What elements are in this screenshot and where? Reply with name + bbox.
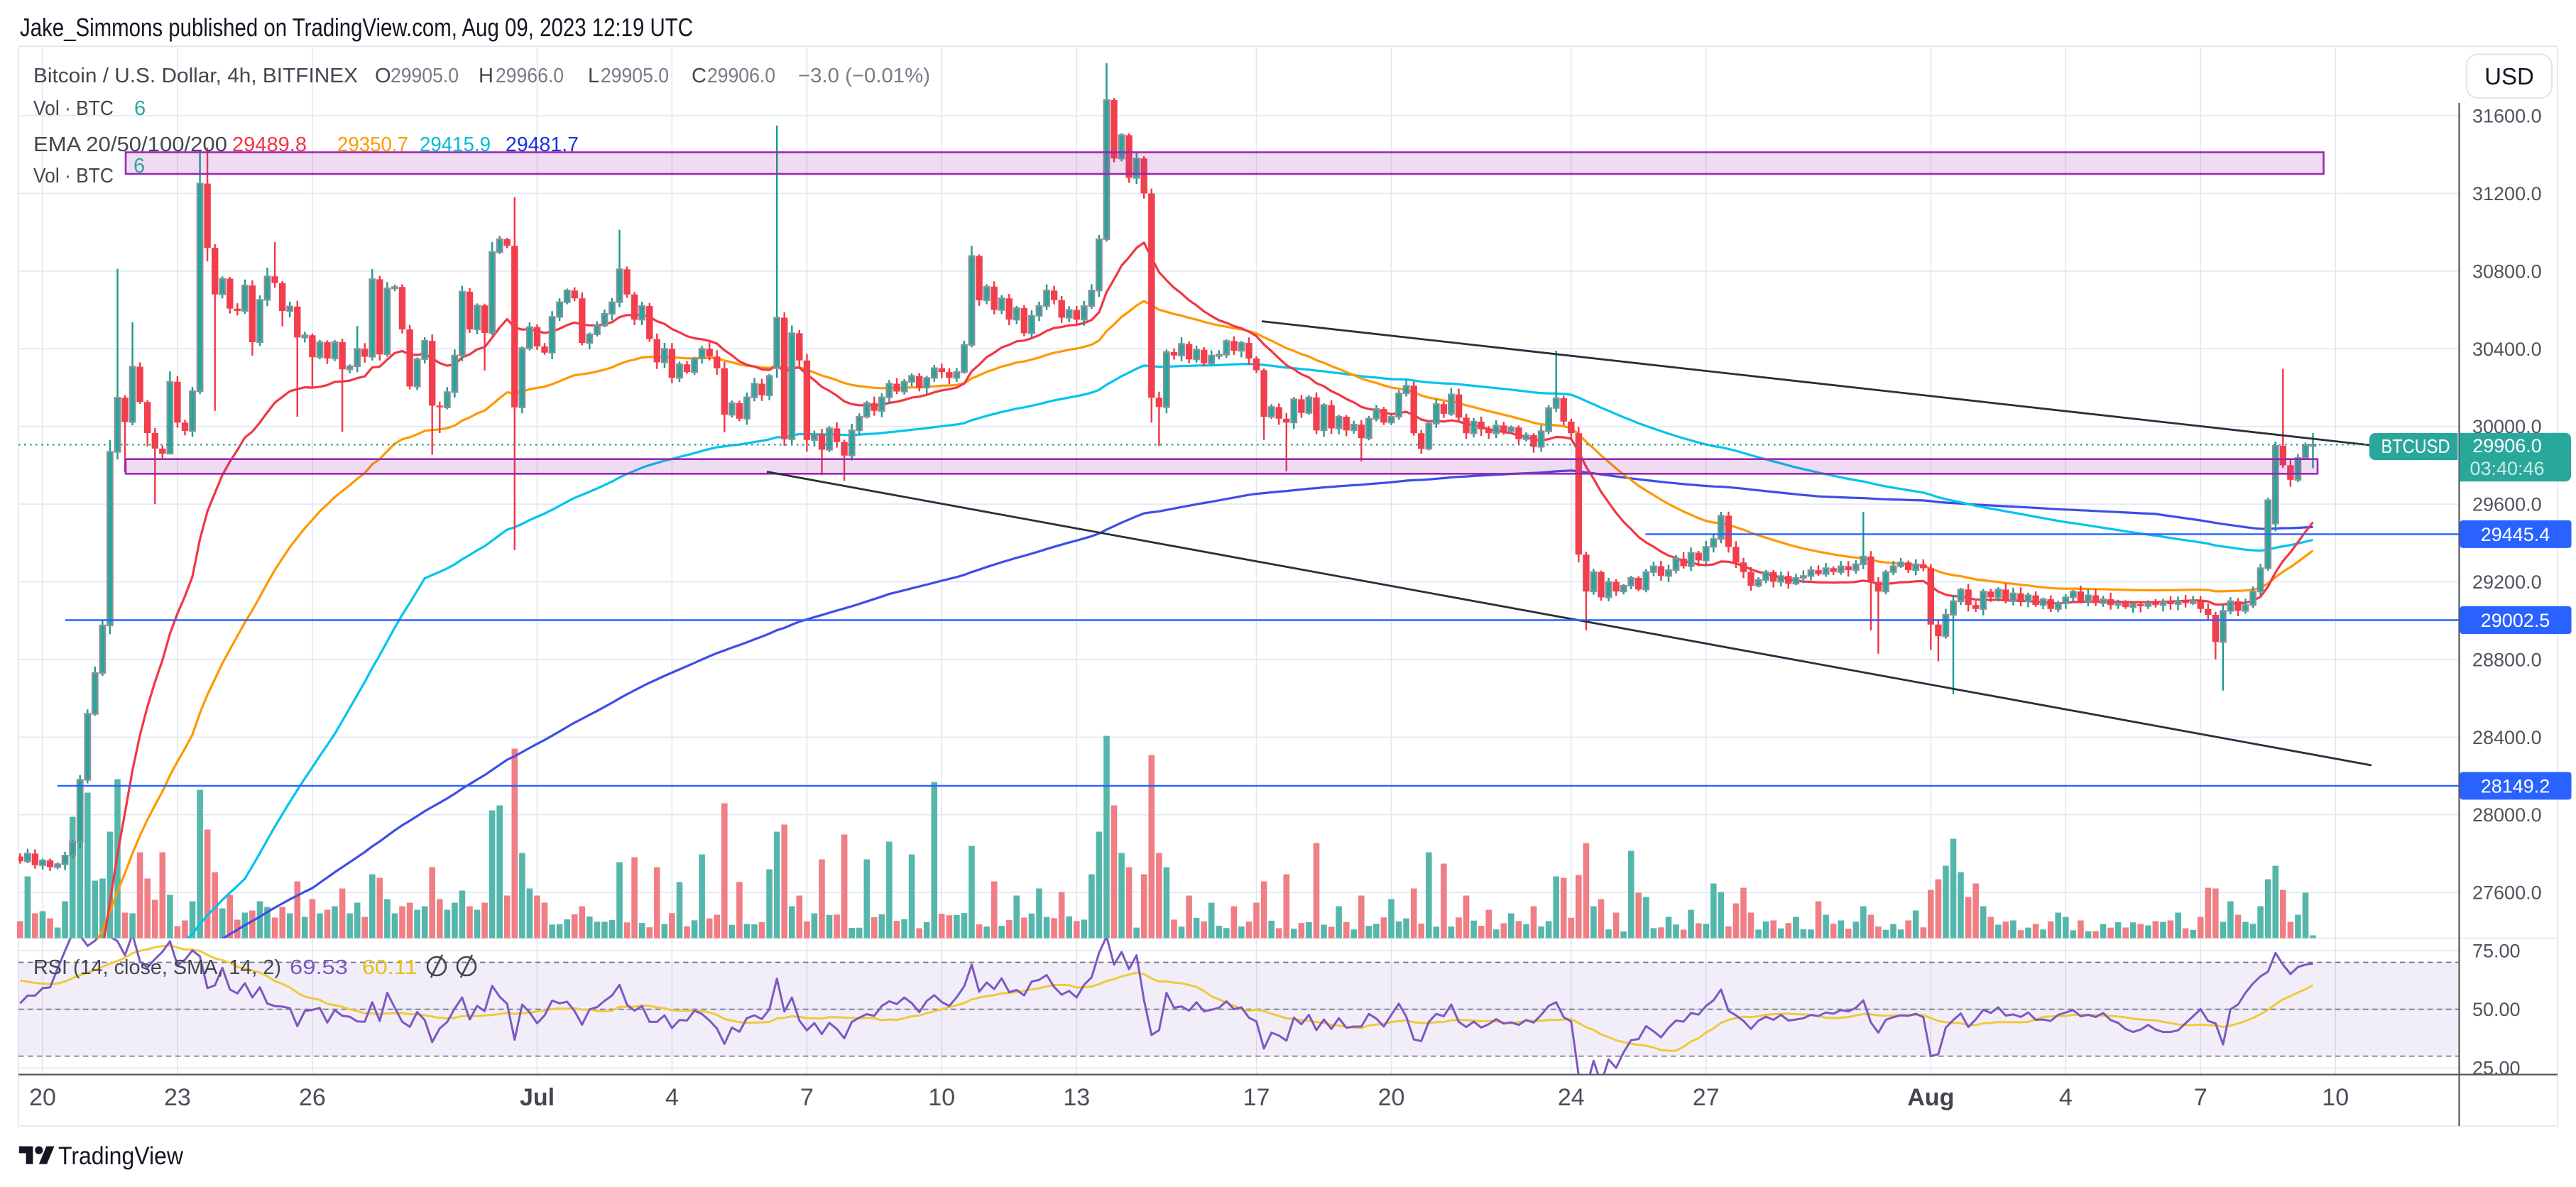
svg-text:29415.9: 29415.9	[420, 133, 491, 156]
svg-text:29600.0: 29600.0	[2472, 494, 2542, 515]
svg-text:29905.0: 29905.0	[601, 65, 669, 87]
svg-text:20: 20	[1378, 1084, 1405, 1111]
svg-text:29489.8: 29489.8	[232, 133, 307, 156]
svg-text:17: 17	[1243, 1084, 1270, 1111]
svg-text:69.53: 69.53	[290, 956, 348, 979]
svg-text:H: H	[479, 65, 493, 87]
svg-text:4: 4	[665, 1084, 679, 1111]
svg-text:Vol · BTC: Vol · BTC	[33, 97, 114, 120]
svg-text:4: 4	[2059, 1084, 2073, 1111]
svg-text:−3.0 (−0.01%): −3.0 (−0.01%)	[798, 65, 930, 87]
svg-text:13: 13	[1063, 1084, 1090, 1111]
svg-text:29481.7: 29481.7	[506, 133, 579, 156]
svg-text:C: C	[692, 65, 706, 87]
svg-text:29905.0: 29905.0	[391, 65, 459, 87]
svg-text:30800.0: 30800.0	[2472, 261, 2542, 282]
svg-text:29966.0: 29966.0	[496, 65, 564, 87]
svg-text:7: 7	[2194, 1084, 2207, 1111]
svg-text:Jul: Jul	[520, 1084, 555, 1111]
svg-text:24: 24	[1558, 1084, 1585, 1111]
svg-text:50.00: 50.00	[2472, 999, 2521, 1020]
svg-text:03:40:46: 03:40:46	[2469, 458, 2544, 479]
svg-text:10: 10	[928, 1084, 955, 1111]
svg-text:Jake_Simmons published on Trad: Jake_Simmons published on TradingView.co…	[20, 13, 693, 42]
svg-text:29445.4: 29445.4	[2481, 524, 2550, 545]
svg-text:29350.7: 29350.7	[337, 133, 408, 156]
svg-text:23: 23	[164, 1084, 191, 1111]
svg-text:25.00: 25.00	[2472, 1058, 2521, 1079]
svg-text:28800.0: 28800.0	[2472, 649, 2542, 670]
svg-text:29200.0: 29200.0	[2472, 571, 2542, 593]
svg-text:Aug: Aug	[1907, 1084, 1954, 1111]
svg-text:10: 10	[2322, 1084, 2349, 1111]
svg-text:6: 6	[134, 97, 146, 120]
svg-text:6: 6	[133, 155, 145, 177]
svg-text:20: 20	[29, 1084, 56, 1111]
svg-text:28149.2: 28149.2	[2481, 775, 2550, 797]
svg-text:30400.0: 30400.0	[2472, 339, 2542, 360]
svg-text:USD: USD	[2484, 63, 2534, 89]
svg-text:28000.0: 28000.0	[2472, 804, 2542, 826]
svg-text:29002.5: 29002.5	[2481, 610, 2550, 631]
svg-text:TradingView: TradingView	[58, 1142, 184, 1170]
svg-text:Vol · BTC: Vol · BTC	[33, 165, 114, 187]
svg-text:7: 7	[800, 1084, 814, 1111]
svg-text:27600.0: 27600.0	[2472, 882, 2542, 904]
svg-text:O: O	[375, 65, 391, 87]
svg-text:28400.0: 28400.0	[2472, 727, 2542, 748]
svg-text:L: L	[588, 65, 599, 87]
svg-text:31600.0: 31600.0	[2472, 106, 2542, 127]
svg-text:26: 26	[299, 1084, 326, 1111]
svg-text:27: 27	[1693, 1084, 1720, 1111]
svg-text:29906.0: 29906.0	[2472, 435, 2542, 456]
svg-text:Bitcoin / U.S. Dollar, 4h, BIT: Bitcoin / U.S. Dollar, 4h, BITFINEX	[33, 65, 358, 87]
svg-text:60.11: 60.11	[362, 956, 417, 979]
svg-text:31200.0: 31200.0	[2472, 183, 2542, 204]
svg-text:EMA 20/50/100/200: EMA 20/50/100/200	[33, 133, 227, 156]
svg-text:BTCUSD: BTCUSD	[2381, 435, 2450, 457]
svg-text:75.00: 75.00	[2472, 941, 2521, 962]
svg-text:RSI (14, close, SMA, 14, 2): RSI (14, close, SMA, 14, 2)	[33, 956, 281, 979]
svg-text:29906.0: 29906.0	[707, 65, 775, 87]
